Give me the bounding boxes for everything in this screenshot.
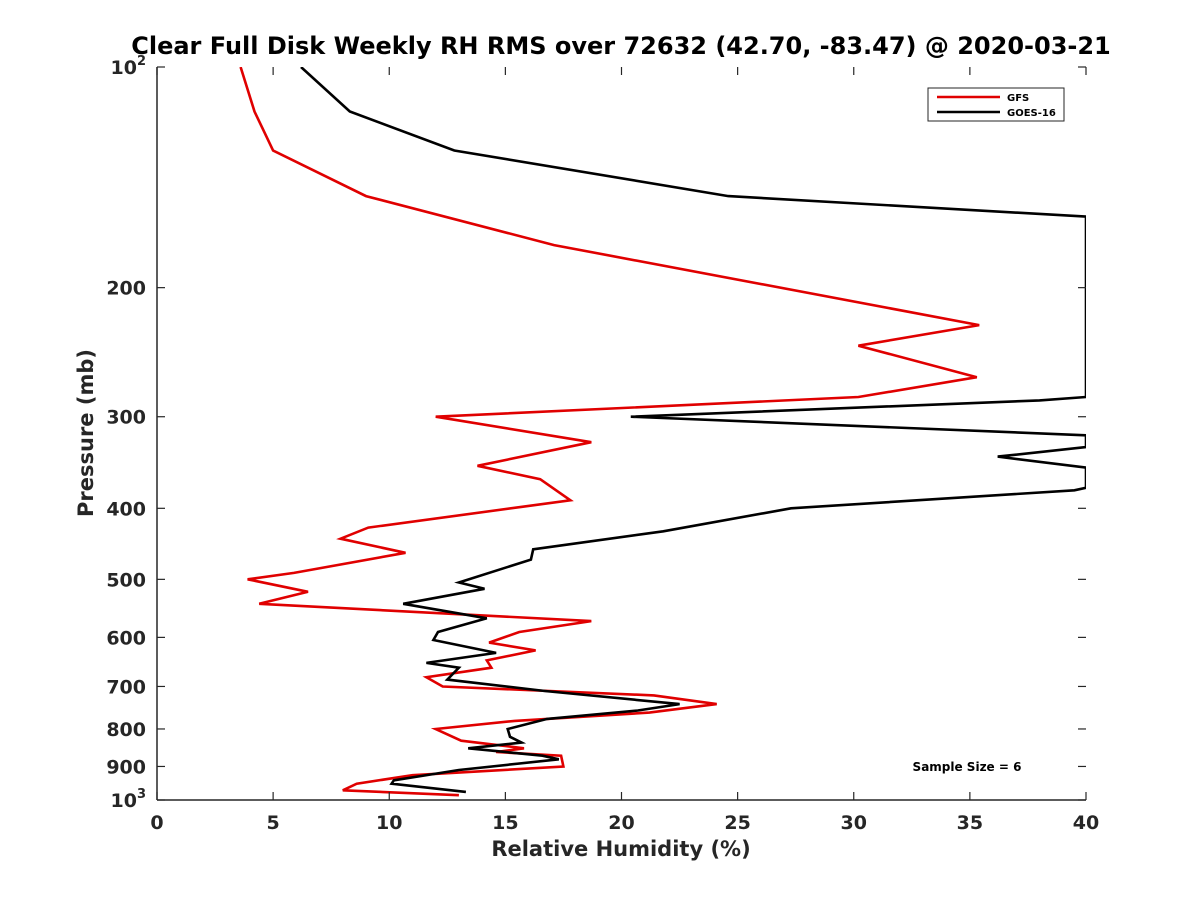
legend: GFS GOES-16 (927, 87, 1065, 122)
y-tick-label: 200 (106, 278, 146, 300)
x-tick-label: 10 (376, 812, 402, 834)
x-tick-label: 35 (957, 812, 983, 834)
y-ticks: 102 200 300 400 500 600 700 800 900 103 (106, 54, 1086, 812)
plot-background (157, 67, 1086, 800)
legend-entries: GFS GOES-16 (937, 93, 1056, 119)
y-tick-label: 102 (111, 54, 147, 79)
x-ticks: 0 5 10 15 20 25 30 35 40 (150, 67, 1099, 834)
x-tick-label: 0 (150, 812, 163, 834)
x-tick-label: 15 (492, 812, 518, 834)
x-tick-label: 5 (267, 812, 280, 834)
series-line-goes-16 (300, 67, 1086, 794)
y-tick-label: 400 (106, 498, 146, 520)
legend-box (927, 87, 1065, 122)
x-axis-label: Relative Humidity (%) (491, 837, 750, 861)
series-layer (239, 67, 1086, 797)
legend-label: GOES-16 (1007, 108, 1056, 119)
sample-size-annotation: Sample Size = 6 (913, 760, 1022, 774)
chart-title: Clear Full Disk Weekly RH RMS over 72632… (131, 32, 1111, 60)
y-tick-label: 600 (106, 627, 146, 649)
x-tick-label: 20 (608, 812, 634, 834)
y-tick-label: 300 (106, 407, 146, 429)
y-tick-label: 700 (106, 676, 146, 698)
y-tick-label: 800 (106, 719, 146, 741)
y-tick-label: 500 (106, 569, 146, 591)
y-axis-label: Pressure (mb) (74, 349, 98, 517)
legend-label: GFS (1007, 93, 1029, 104)
plot-area: 0 5 10 15 20 25 30 35 40 102 200 300 400 500 600 700 80… (106, 54, 1099, 834)
x-tick-label: 25 (724, 812, 750, 834)
y-tick-label: 103 (111, 787, 147, 812)
series-line-gfs (239, 67, 980, 797)
y-tick-label: 900 (106, 756, 146, 778)
x-tick-label: 30 (841, 812, 867, 834)
x-tick-label: 40 (1073, 812, 1099, 834)
